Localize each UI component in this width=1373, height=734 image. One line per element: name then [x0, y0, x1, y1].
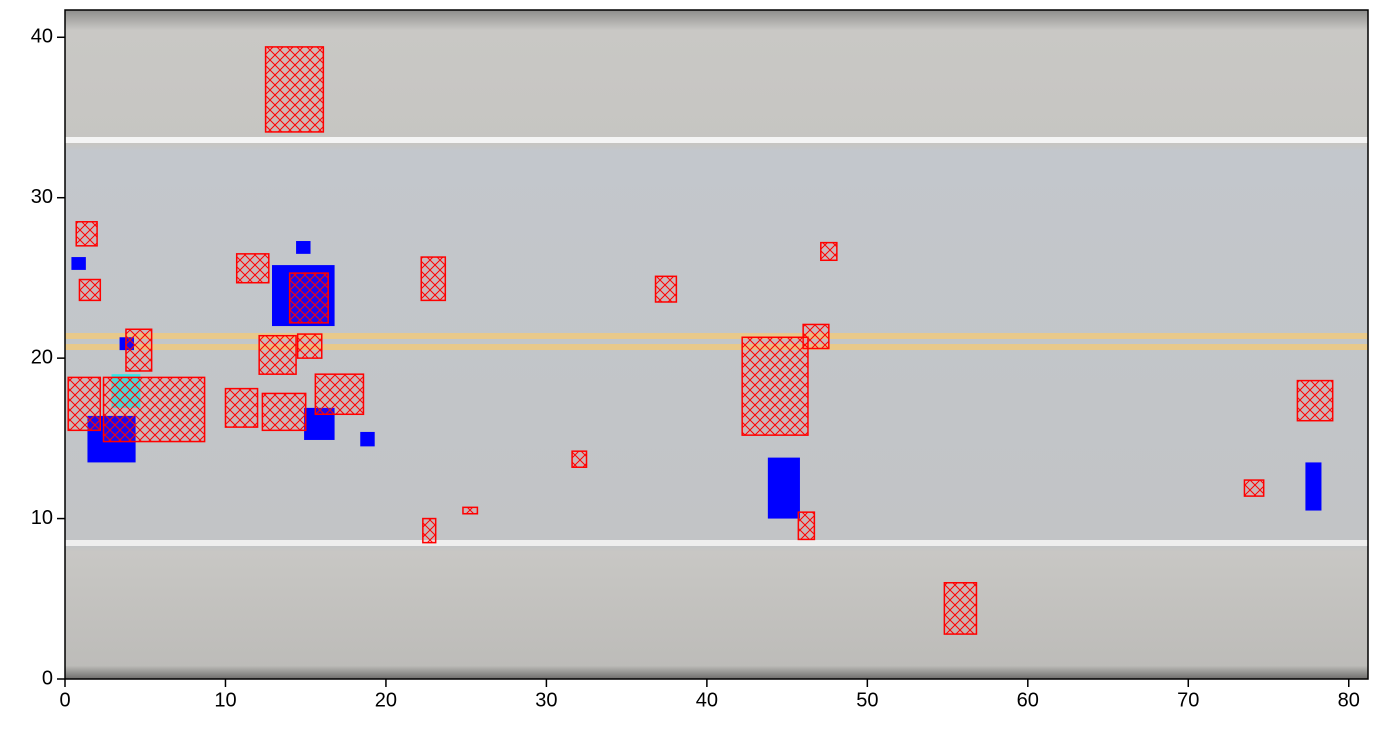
hatched-region	[264, 46, 325, 133]
y-tick-label: 40	[31, 26, 53, 48]
filled-region	[1305, 462, 1322, 511]
hatched-region	[571, 450, 588, 468]
x-tick-label: 40	[696, 689, 718, 711]
hatched-region	[288, 272, 329, 324]
filled-region	[296, 241, 311, 254]
hatched-region	[1296, 379, 1334, 422]
hatched-region	[224, 387, 259, 428]
y-tick-label: 10	[31, 507, 53, 529]
hatched-region	[235, 253, 270, 284]
x-tick-label: 60	[1017, 689, 1039, 711]
filled-region	[767, 457, 800, 519]
hatched-region	[943, 581, 978, 635]
hatched-region	[258, 334, 297, 375]
hatched-region	[797, 511, 816, 541]
hatched-region	[125, 328, 153, 372]
x-tick-label: 20	[375, 689, 397, 711]
x-tick-label: 80	[1338, 689, 1360, 711]
hatched-region	[67, 376, 102, 432]
axes: 0 10 20 30 40 50 60 70 80 0 10 20 30 40	[31, 26, 1360, 712]
x-tick-label: 70	[1177, 689, 1199, 711]
hatched-region	[296, 333, 323, 359]
hatched-region	[1243, 479, 1265, 497]
filled-region	[71, 257, 86, 270]
x-tick-label: 0	[59, 689, 70, 711]
plot-frame	[64, 9, 1369, 680]
x-tick-label: 10	[214, 689, 236, 711]
x-tick-label: 30	[535, 689, 557, 711]
y-tick-label: 0	[42, 667, 53, 689]
hatched-region	[75, 221, 98, 247]
hatched-region	[420, 256, 447, 302]
hatched-region	[654, 275, 678, 303]
hatched-region	[78, 278, 102, 302]
plot-marks	[67, 46, 1334, 635]
hatched-region	[820, 241, 838, 262]
hatched-region	[314, 373, 365, 416]
y-tick-label: 30	[31, 186, 53, 208]
hatched-region	[102, 376, 206, 443]
hatched-region	[422, 517, 437, 544]
hatched-region	[802, 323, 830, 350]
filled-region	[360, 431, 375, 447]
y-tick-label: 20	[31, 346, 53, 368]
x-tick-label: 50	[856, 689, 878, 711]
hatched-region	[261, 392, 307, 432]
hatched-region	[462, 506, 479, 515]
hatched-region	[741, 336, 809, 436]
